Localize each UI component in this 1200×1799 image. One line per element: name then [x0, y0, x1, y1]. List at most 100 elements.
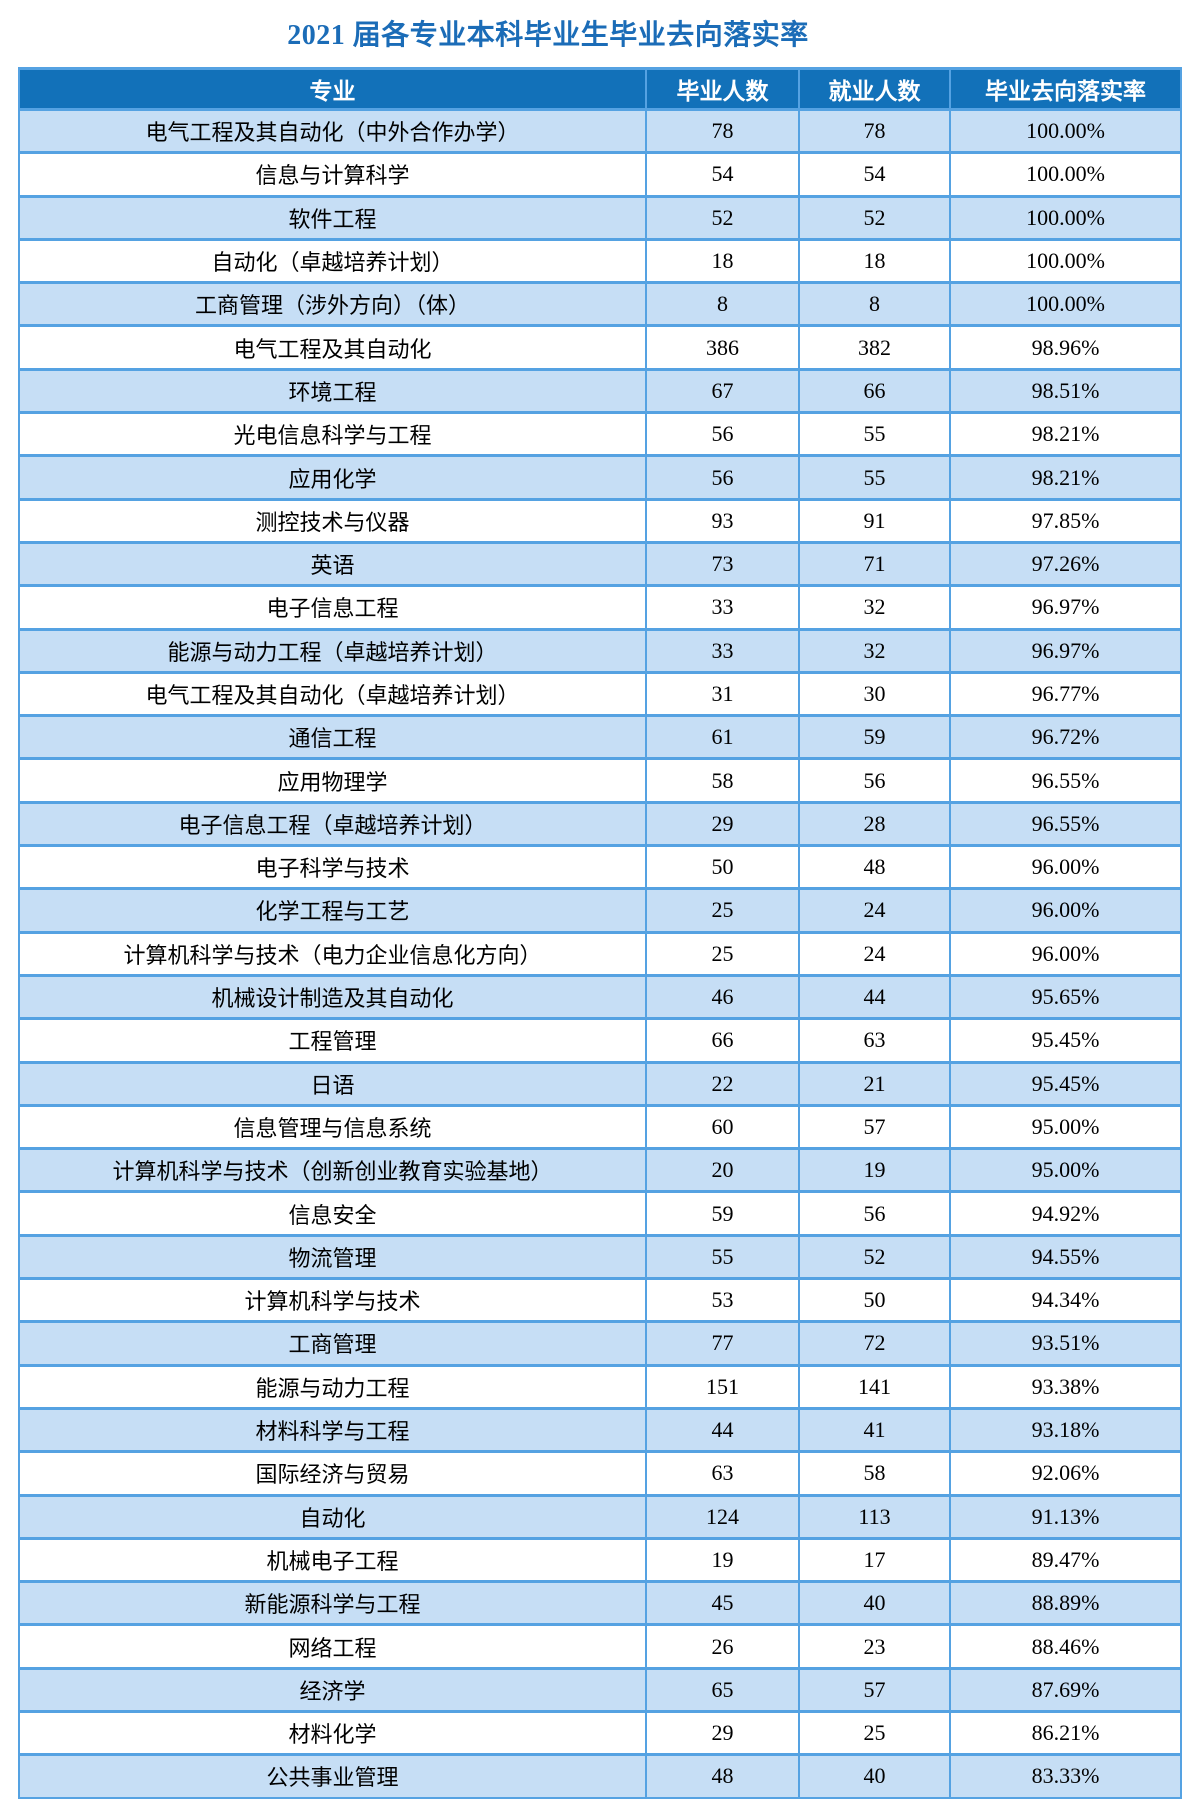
- major-cell: 经济学: [18, 1666, 647, 1713]
- major-cell: 光电信息科学与工程: [18, 411, 647, 458]
- employed-cell: 141: [798, 1363, 951, 1410]
- major-cell: 计算机科学与技术: [18, 1277, 647, 1324]
- employed-cell: 44: [798, 973, 951, 1021]
- graduates-cell: 66: [645, 1017, 800, 1064]
- graduates-cell: 53: [645, 1277, 800, 1324]
- employed-cell: 91: [798, 497, 951, 544]
- employed-cell: 78: [798, 107, 951, 155]
- major-cell: 电气工程及其自动化: [18, 324, 647, 371]
- table-row: 自动化 124 113 91.13%: [18, 1493, 1182, 1540]
- table-row: 工商管理（涉外方向）（体） 8 8 100.00%: [18, 281, 1182, 328]
- table-row: 国际经济与贸易 63 58 92.06%: [18, 1450, 1182, 1497]
- table-row: 机械设计制造及其自动化 46 44 95.65%: [18, 973, 1182, 1021]
- major-cell: 国际经济与贸易: [18, 1450, 647, 1497]
- graduates-cell: 54: [645, 151, 800, 198]
- major-cell: 电子科学与技术: [18, 844, 647, 891]
- table-row: 电子科学与技术 50 48 96.00%: [18, 844, 1182, 891]
- rate-cell: 97.26%: [949, 540, 1182, 588]
- graduates-cell: 25: [645, 930, 800, 977]
- rate-cell: 93.18%: [949, 1406, 1182, 1454]
- rate-cell: 94.92%: [949, 1190, 1182, 1237]
- graduates-cell: 65: [645, 1666, 800, 1713]
- col-header-major: 专业: [18, 67, 647, 111]
- employed-cell: 19: [798, 1147, 951, 1194]
- table-row: 工商管理 77 72 93.51%: [18, 1320, 1182, 1367]
- graduates-cell: 22: [645, 1060, 800, 1107]
- employed-cell: 113: [798, 1493, 951, 1540]
- graduates-cell: 44: [645, 1406, 800, 1454]
- table-row: 电子信息工程（卓越培养计划） 29 28 96.55%: [18, 800, 1182, 848]
- table-row: 材料科学与工程 44 41 93.18%: [18, 1406, 1182, 1454]
- employed-cell: 72: [798, 1320, 951, 1367]
- major-cell: 能源与动力工程（卓越培养计划）: [18, 627, 647, 674]
- employed-cell: 57: [798, 1103, 951, 1151]
- employed-cell: 63: [798, 1017, 951, 1064]
- table-row: 通信工程 61 59 96.72%: [18, 714, 1182, 761]
- major-cell: 工程管理: [18, 1017, 647, 1064]
- graduates-cell: 77: [645, 1320, 800, 1367]
- employed-cell: 23: [798, 1623, 951, 1670]
- graduates-cell: 33: [645, 627, 800, 674]
- employed-cell: 55: [798, 411, 951, 458]
- graduates-cell: 33: [645, 584, 800, 631]
- rate-cell: 87.69%: [949, 1666, 1182, 1713]
- graduates-cell: 151: [645, 1363, 800, 1410]
- major-cell: 通信工程: [18, 714, 647, 761]
- rate-cell: 95.45%: [949, 1017, 1182, 1064]
- rate-cell: 96.97%: [949, 627, 1182, 674]
- rate-cell: 97.85%: [949, 497, 1182, 544]
- graduates-cell: 19: [645, 1536, 800, 1584]
- employed-cell: 8: [798, 281, 951, 328]
- major-cell: 计算机科学与技术（创新创业教育实验基地）: [18, 1147, 647, 1194]
- table-row: 机械电子工程 19 17 89.47%: [18, 1536, 1182, 1584]
- employed-cell: 56: [798, 757, 951, 804]
- graduates-cell: 78: [645, 107, 800, 155]
- graduates-cell: 63: [645, 1450, 800, 1497]
- major-cell: 应用物理学: [18, 757, 647, 804]
- rate-cell: 95.00%: [949, 1103, 1182, 1151]
- major-cell: 材料化学: [18, 1709, 647, 1757]
- rate-cell: 96.97%: [949, 584, 1182, 631]
- major-cell: 公共事业管理: [18, 1753, 647, 1799]
- rate-cell: 96.72%: [949, 714, 1182, 761]
- employed-cell: 18: [798, 237, 951, 285]
- graduates-cell: 25: [645, 887, 800, 934]
- employed-cell: 41: [798, 1406, 951, 1454]
- employed-cell: 30: [798, 670, 951, 718]
- graduates-cell: 124: [645, 1493, 800, 1540]
- employed-cell: 66: [798, 367, 951, 415]
- rate-cell: 88.89%: [949, 1580, 1182, 1627]
- table-row: 信息与计算科学 54 54 100.00%: [18, 151, 1182, 198]
- table-row: 网络工程 26 23 88.46%: [18, 1623, 1182, 1670]
- table-row: 光电信息科学与工程 56 55 98.21%: [18, 411, 1182, 458]
- table-row: 化学工程与工艺 25 24 96.00%: [18, 887, 1182, 934]
- table-row: 经济学 65 57 87.69%: [18, 1666, 1182, 1713]
- table-row: 公共事业管理 48 40 83.33%: [18, 1753, 1182, 1799]
- employed-cell: 24: [798, 887, 951, 934]
- graduates-cell: 56: [645, 454, 800, 501]
- rate-cell: 92.06%: [949, 1450, 1182, 1497]
- table-row: 材料化学 29 25 86.21%: [18, 1709, 1182, 1757]
- rate-cell: 83.33%: [949, 1753, 1182, 1799]
- employed-cell: 40: [798, 1753, 951, 1799]
- rate-cell: 95.65%: [949, 973, 1182, 1021]
- graduates-cell: 73: [645, 540, 800, 588]
- graduates-cell: 29: [645, 1709, 800, 1757]
- table-row: 工程管理 66 63 95.45%: [18, 1017, 1182, 1064]
- rate-cell: 100.00%: [949, 237, 1182, 285]
- graduates-cell: 26: [645, 1623, 800, 1670]
- table-row: 电子信息工程 33 32 96.97%: [18, 584, 1182, 631]
- rate-cell: 98.51%: [949, 367, 1182, 415]
- employed-cell: 71: [798, 540, 951, 588]
- table-row: 计算机科学与技术（电力企业信息化方向） 25 24 96.00%: [18, 930, 1182, 977]
- table-row: 信息管理与信息系统 60 57 95.00%: [18, 1103, 1182, 1151]
- major-cell: 材料科学与工程: [18, 1406, 647, 1454]
- rate-cell: 96.77%: [949, 670, 1182, 718]
- major-cell: 自动化（卓越培养计划）: [18, 237, 647, 285]
- rate-cell: 94.55%: [949, 1233, 1182, 1281]
- rate-cell: 93.51%: [949, 1320, 1182, 1367]
- major-cell: 化学工程与工艺: [18, 887, 647, 934]
- rate-cell: 96.00%: [949, 844, 1182, 891]
- graduates-cell: 45: [645, 1580, 800, 1627]
- table-row: 应用化学 56 55 98.21%: [18, 454, 1182, 501]
